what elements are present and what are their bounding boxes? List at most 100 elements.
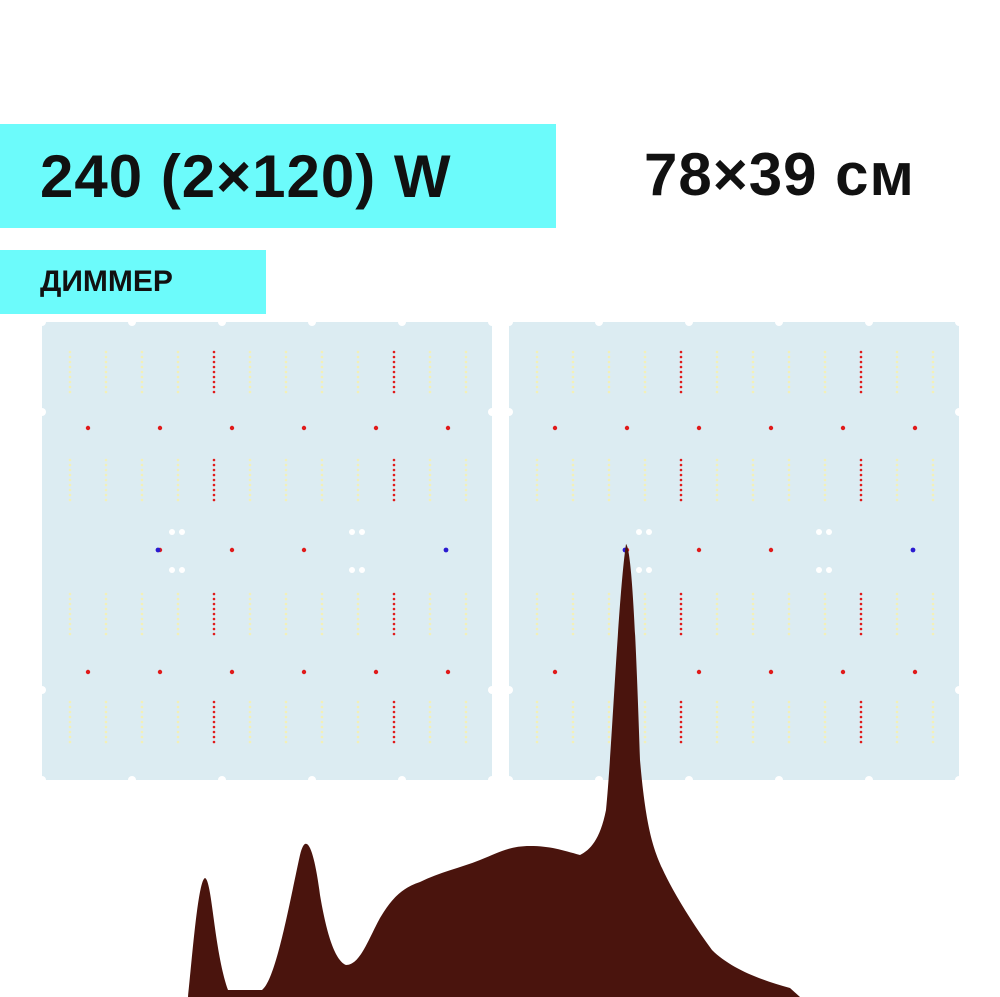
led-white: [571, 710, 575, 714]
led-white: [535, 493, 539, 497]
led-white: [931, 705, 935, 709]
led-white: [571, 375, 575, 379]
led-white: [535, 597, 539, 601]
led-white: [751, 725, 755, 729]
led-red: [212, 705, 216, 709]
led-white: [428, 468, 432, 472]
board-hole: [595, 776, 603, 780]
led-white: [104, 715, 108, 719]
led-white: [823, 705, 827, 709]
led-white: [643, 498, 647, 502]
led-white: [140, 597, 144, 601]
led-white: [284, 350, 288, 354]
led-white: [571, 740, 575, 744]
led-white: [823, 715, 827, 719]
led-white: [356, 735, 360, 739]
led-white: [895, 632, 899, 636]
led-red: [679, 607, 683, 611]
board-hole: [775, 322, 783, 326]
led-white: [140, 612, 144, 616]
led-white: [284, 622, 288, 626]
led-white: [464, 622, 468, 626]
led-red: [679, 365, 683, 369]
led-red: [912, 669, 918, 675]
led-white: [248, 473, 252, 477]
led-white: [176, 463, 180, 467]
led-white: [931, 710, 935, 714]
led-red: [373, 425, 379, 431]
led-white: [248, 360, 252, 364]
led-red: [696, 425, 702, 431]
led-red: [696, 547, 702, 553]
led-red: [212, 700, 216, 704]
led-red: [212, 473, 216, 477]
led-white: [320, 493, 324, 497]
led-white: [643, 617, 647, 621]
led-white: [176, 380, 180, 384]
led-white: [571, 612, 575, 616]
led-white: [464, 498, 468, 502]
led-red: [212, 632, 216, 636]
led-white: [895, 597, 899, 601]
led-white: [68, 498, 72, 502]
led-white: [320, 602, 324, 606]
led-white: [643, 380, 647, 384]
led-white: [428, 700, 432, 704]
led-red: [859, 592, 863, 596]
led-white: [140, 632, 144, 636]
led-white: [104, 380, 108, 384]
led-red: [679, 370, 683, 374]
led-white: [607, 607, 611, 611]
led-white: [715, 380, 719, 384]
board-hole: [42, 322, 46, 326]
led-white: [248, 730, 252, 734]
led-white: [428, 710, 432, 714]
led-white: [535, 380, 539, 384]
led-white: [248, 720, 252, 724]
led-white: [751, 478, 755, 482]
led-white: [356, 350, 360, 354]
led-white: [895, 720, 899, 724]
board-hole: [509, 776, 513, 780]
led-white: [571, 725, 575, 729]
led-white: [140, 458, 144, 462]
led-white: [931, 463, 935, 467]
mount-dot: [826, 567, 832, 573]
led-white: [104, 390, 108, 394]
led-white: [715, 488, 719, 492]
led-white: [571, 380, 575, 384]
board-hole: [488, 408, 492, 416]
led-white: [464, 725, 468, 729]
led-white: [176, 350, 180, 354]
led-white: [68, 365, 72, 369]
led-white: [356, 370, 360, 374]
led-white: [428, 360, 432, 364]
led-white: [248, 493, 252, 497]
led-white: [895, 705, 899, 709]
led-white: [787, 390, 791, 394]
led-white: [68, 473, 72, 477]
led-white: [751, 483, 755, 487]
led-white: [535, 365, 539, 369]
led-white: [176, 710, 180, 714]
led-white: [643, 740, 647, 744]
led-white: [176, 355, 180, 359]
led-white: [607, 725, 611, 729]
led-white: [823, 458, 827, 462]
led-white: [535, 592, 539, 596]
led-white: [248, 597, 252, 601]
led-white: [428, 473, 432, 477]
led-white: [320, 360, 324, 364]
led-white: [715, 730, 719, 734]
led-white: [104, 627, 108, 631]
led-red: [212, 478, 216, 482]
led-white: [320, 488, 324, 492]
led-white: [571, 493, 575, 497]
led-red: [212, 612, 216, 616]
led-red: [859, 740, 863, 744]
led-white: [823, 473, 827, 477]
led-white: [787, 370, 791, 374]
led-white: [320, 468, 324, 472]
led-white: [284, 355, 288, 359]
led-white: [751, 463, 755, 467]
